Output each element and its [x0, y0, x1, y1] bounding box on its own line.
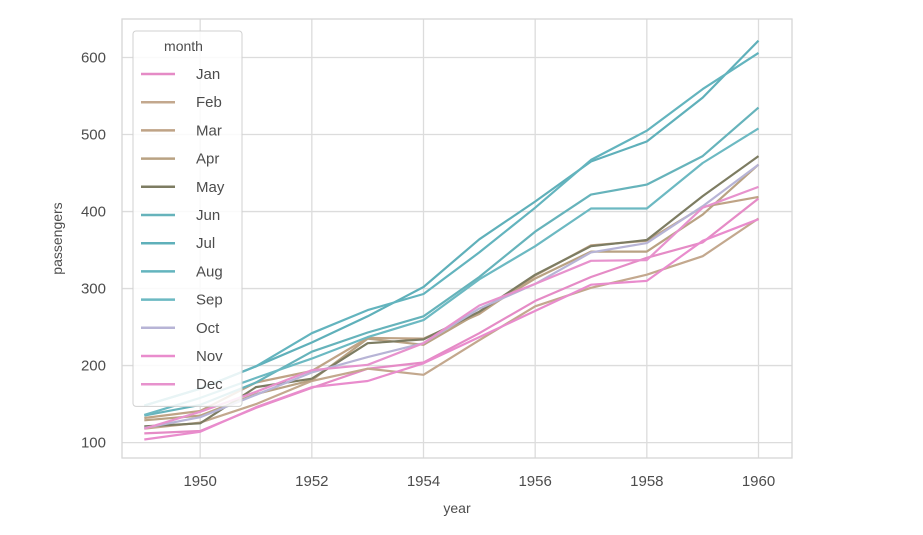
series-line-feb [144, 217, 760, 430]
legend-entry-label: Oct [196, 320, 220, 337]
legend-entry-label: Feb [196, 94, 222, 111]
legend-entry-label: Sep [196, 292, 223, 309]
plot-frame [121, 18, 793, 459]
x-tick-label: 1950 [183, 473, 216, 490]
legend-entry-label: Dec [196, 376, 223, 393]
series-line-oct [144, 163, 760, 430]
legend: month Jan Feb Mar Apr May Jun Jul Aug Sep Oct Nov D… [132, 30, 243, 407]
x-tick-label: 1958 [630, 473, 663, 490]
x-axis-label: year [443, 500, 471, 516]
x-axis-ticks: 1950 1952 1954 1956 1958 1960 [183, 473, 775, 490]
legend-entry-label: May [196, 179, 225, 196]
legend-entry-label: Nov [196, 348, 223, 365]
y-axis-ticks: 100 200 300 400 500 600 [81, 50, 106, 452]
legend-box [132, 30, 243, 407]
legend-entry-label: Jan [196, 66, 220, 83]
y-tick-label: 200 [81, 358, 106, 375]
legend-entry-label: Jul [196, 235, 215, 252]
y-tick-label: 400 [81, 204, 106, 221]
y-axis-label: passengers [49, 202, 65, 274]
legend-entry-label: Aug [196, 263, 223, 280]
y-tick-label: 600 [81, 50, 106, 67]
series-lines [143, 39, 760, 441]
x-tick-label: 1952 [295, 473, 328, 490]
y-tick-label: 500 [81, 127, 106, 144]
legend-title: month [164, 38, 203, 54]
x-tick-label: 1954 [407, 473, 440, 490]
series-line-dec [143, 185, 759, 430]
x-tick-label: 1956 [518, 473, 551, 490]
series-line-nov [144, 218, 759, 441]
series-line-sep [143, 127, 760, 416]
legend-entry-label: Mar [196, 122, 222, 139]
legend-entry-label: Jun [196, 207, 220, 224]
y-tick-label: 300 [81, 281, 106, 298]
x-tick-label: 1960 [742, 473, 775, 490]
legend-items: Jan Feb Mar Apr May Jun Jul Aug Sep Oct Nov Dec [141, 66, 225, 393]
legend-entry-label: Apr [196, 151, 219, 168]
series-line-aug [143, 51, 760, 407]
series-line-jun [144, 106, 760, 417]
y-tick-label: 100 [81, 435, 106, 452]
